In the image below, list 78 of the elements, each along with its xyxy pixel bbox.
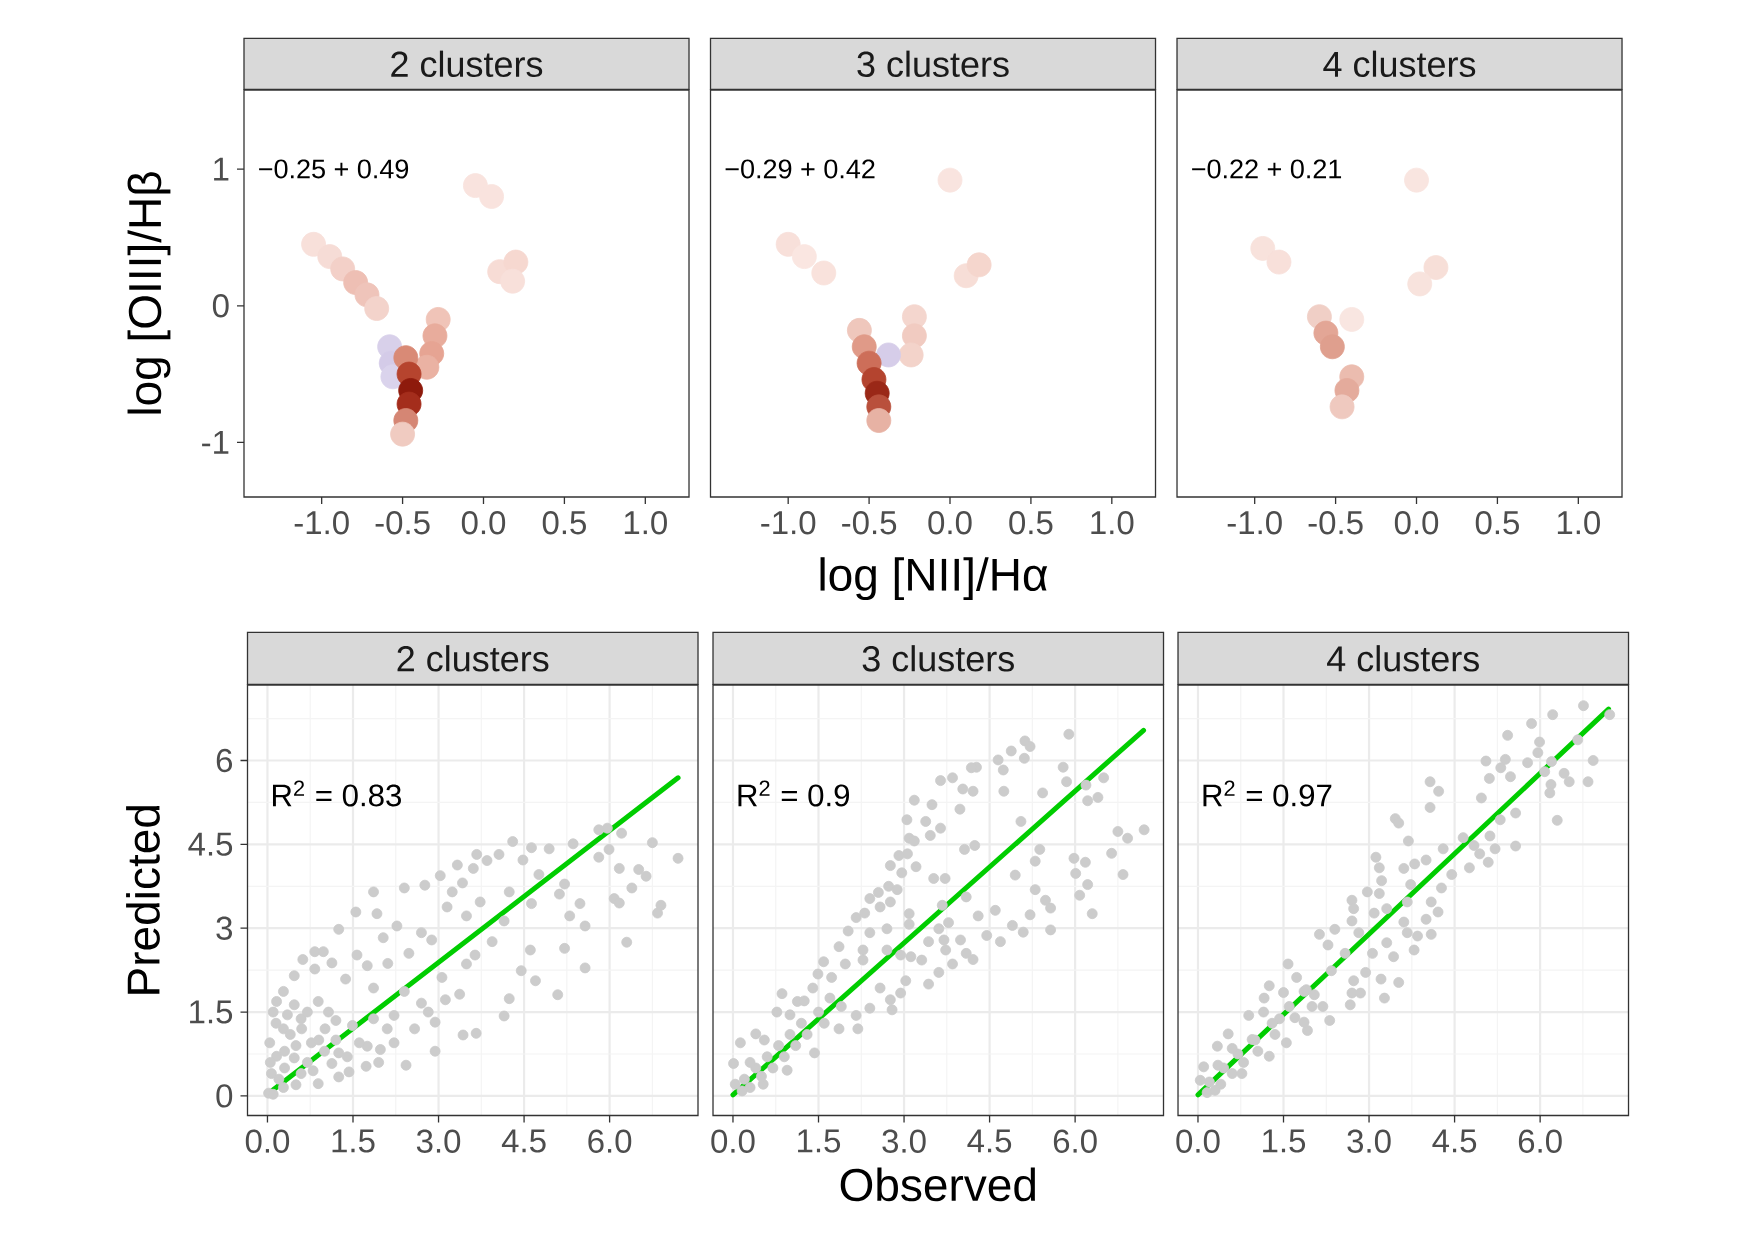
x-tick-label: 1.0 bbox=[1091, 511, 1134, 535]
y-tick-label: 0 bbox=[216, 1084, 233, 1108]
point bbox=[966, 252, 992, 278]
x-tick-label: 0.0 bbox=[245, 1129, 290, 1153]
x-tick-label: 1.5 bbox=[798, 1129, 841, 1153]
point bbox=[503, 249, 529, 275]
annotation: −0.29 + 0.42 bbox=[725, 159, 875, 179]
point bbox=[791, 244, 817, 270]
chart-title: 4 clusters bbox=[1323, 50, 1476, 78]
point bbox=[1329, 394, 1355, 420]
point bbox=[866, 408, 892, 433]
x-tick-label: 6.0 bbox=[1053, 1129, 1097, 1153]
point bbox=[301, 231, 326, 257]
x-tick-label: 0.0 bbox=[461, 511, 506, 535]
point bbox=[1423, 255, 1449, 280]
annotation: R$^{2}$ = 0.83 bbox=[272, 780, 401, 807]
x-tick-label: 3.0 bbox=[882, 1129, 926, 1153]
chart-title: 2 clusters bbox=[391, 50, 543, 78]
point bbox=[1266, 249, 1292, 275]
point bbox=[1250, 236, 1276, 261]
point bbox=[500, 268, 526, 294]
x-tick-label: 6.0 bbox=[588, 1129, 632, 1153]
x-tick-label: 0.5 bbox=[1009, 511, 1053, 535]
x-tick-label: 3.0 bbox=[416, 1129, 461, 1153]
x-tick-label: -1.0 bbox=[294, 511, 349, 535]
x-tick-label: 3.0 bbox=[1347, 1129, 1391, 1153]
x-tick-label: -1.0 bbox=[761, 511, 816, 535]
x-tick-label: -0.5 bbox=[1308, 511, 1363, 535]
annotation: −0.25 + 0.49 bbox=[259, 159, 409, 179]
point bbox=[902, 323, 927, 349]
y-tick-label: 1 bbox=[214, 157, 229, 181]
chart-title: 3 clusters bbox=[862, 645, 1014, 672]
y-tick-label: -1 bbox=[202, 430, 229, 454]
x-tick-label: 4.5 bbox=[1432, 1129, 1477, 1153]
chart-title: 4 clusters bbox=[1327, 645, 1479, 672]
x-axis-title: log [NII]/Hα bbox=[820, 557, 1048, 601]
x-tick-label: -1.0 bbox=[1227, 511, 1282, 535]
point bbox=[876, 342, 901, 368]
y-tick-label: 0 bbox=[212, 294, 229, 318]
point bbox=[811, 260, 837, 286]
y-tick-label: 6 bbox=[216, 748, 233, 773]
chart-title: 3 clusters bbox=[857, 50, 1009, 78]
annotation: −0.22 + 0.21 bbox=[1192, 159, 1342, 179]
point bbox=[364, 296, 390, 321]
x-tick-label: 0.0 bbox=[928, 511, 972, 535]
point bbox=[937, 167, 963, 193]
point bbox=[898, 342, 924, 368]
point bbox=[775, 231, 801, 257]
x-axis-title: Observed bbox=[840, 1167, 1035, 1202]
point bbox=[1339, 307, 1365, 332]
point bbox=[463, 173, 488, 198]
y-tick-label: 1.5 bbox=[190, 1000, 233, 1024]
annotation: R$^{2}$ = 0.9 bbox=[738, 780, 850, 807]
chart-title: 2 clusters bbox=[397, 645, 549, 672]
x-tick-label: 1.5 bbox=[1263, 1129, 1306, 1153]
x-tick-label: -0.5 bbox=[842, 511, 897, 535]
point bbox=[1404, 167, 1429, 193]
point bbox=[1319, 334, 1345, 360]
x-tick-label: 0.0 bbox=[711, 1129, 755, 1153]
x-tick-label: 1.0 bbox=[1557, 511, 1600, 535]
annotation: R$^{2}$ = 0.97 bbox=[1203, 780, 1332, 807]
x-tick-label: 1.5 bbox=[332, 1129, 375, 1153]
point bbox=[1407, 271, 1433, 297]
x-tick-label: 0.0 bbox=[1176, 1129, 1220, 1153]
x-tick-label: 0.5 bbox=[1475, 511, 1519, 535]
point bbox=[390, 421, 415, 447]
x-tick-label: 4.5 bbox=[967, 1129, 1012, 1153]
x-tick-label: -0.5 bbox=[375, 511, 430, 535]
y-tick-label: 4.5 bbox=[188, 832, 233, 856]
point bbox=[479, 184, 504, 209]
x-tick-label: 6.0 bbox=[1518, 1129, 1562, 1153]
x-tick-label: 0.0 bbox=[1394, 511, 1439, 535]
y-axis-title: log [OIII]/Hβ bbox=[127, 172, 171, 414]
x-tick-label: 1.0 bbox=[624, 511, 667, 535]
x-tick-label: 4.5 bbox=[501, 1129, 546, 1153]
y-tick-label: 3 bbox=[216, 916, 233, 940]
y-axis-title: Predicted bbox=[126, 806, 160, 994]
x-tick-label: 0.5 bbox=[542, 511, 586, 535]
